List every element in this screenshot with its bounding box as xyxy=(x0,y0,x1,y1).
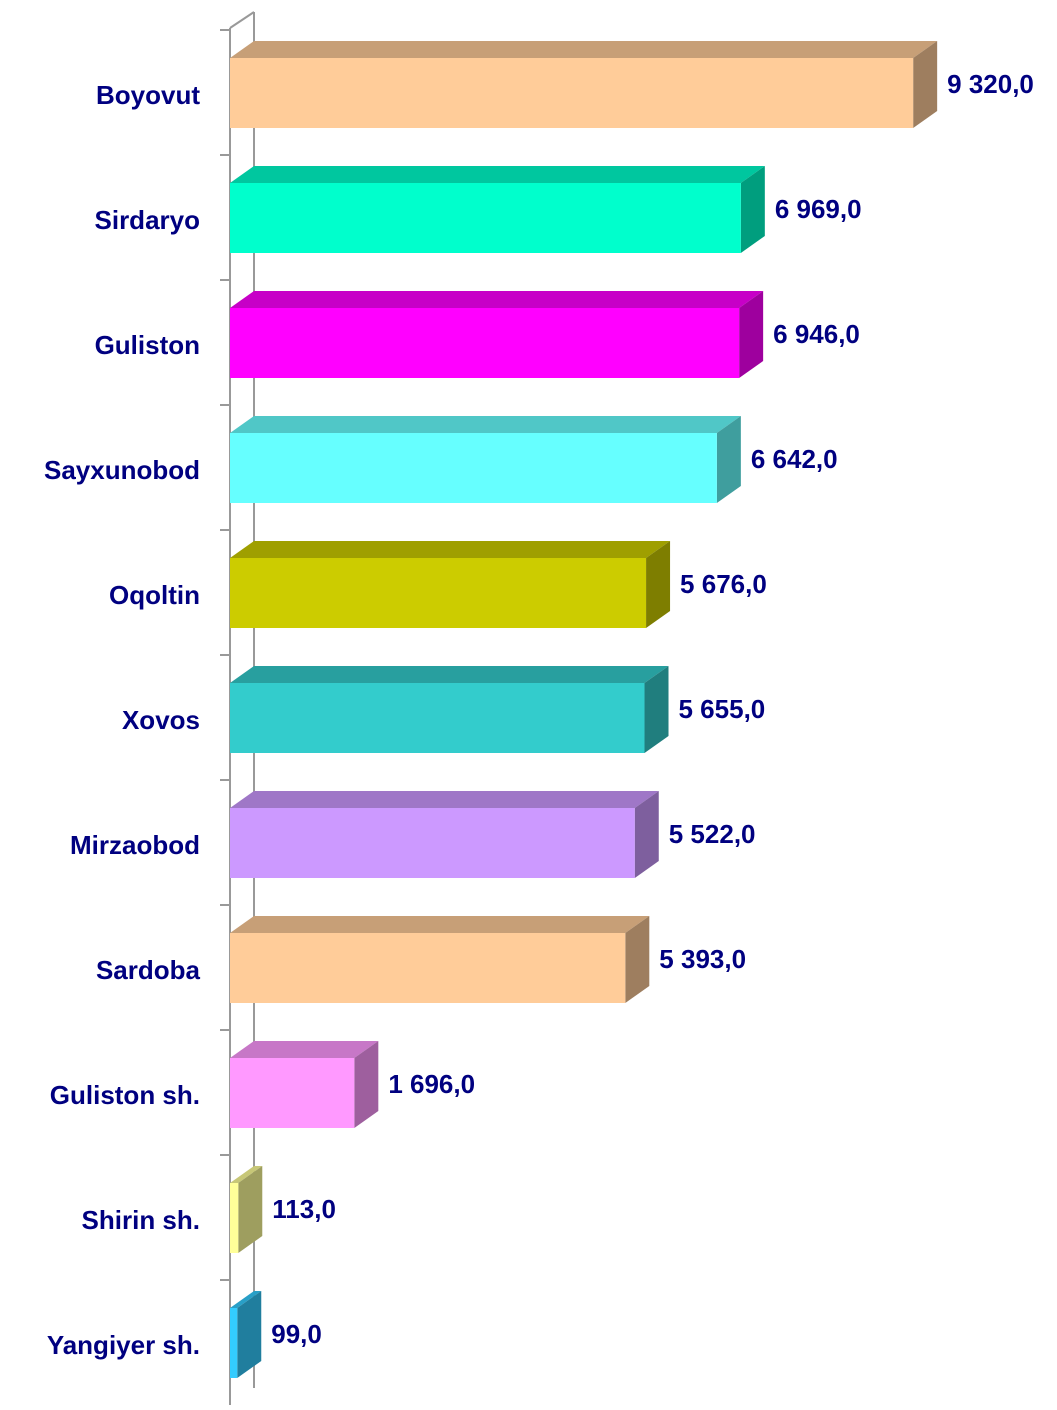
category-label: Guliston xyxy=(95,330,200,360)
bar-top xyxy=(230,1291,262,1308)
category-label: Xovos xyxy=(122,705,200,735)
value-label: 113,0 xyxy=(272,1194,336,1224)
bar xyxy=(230,558,647,628)
bar xyxy=(230,1058,355,1128)
value-label: 1 696,0 xyxy=(388,1069,475,1099)
bar-side xyxy=(644,666,669,753)
value-label: 5 676,0 xyxy=(680,569,767,599)
bar xyxy=(230,683,645,753)
category-label: Shirin sh. xyxy=(82,1205,200,1235)
bar xyxy=(230,433,717,503)
category-label: Mirzaobod xyxy=(70,830,200,860)
bar-side xyxy=(646,541,671,628)
category-label: Sirdaryo xyxy=(95,205,201,235)
value-label: 99,0 xyxy=(271,1319,322,1349)
category-label: Boyovut xyxy=(96,80,200,110)
category-label: Oqoltin xyxy=(109,580,200,610)
bar xyxy=(230,933,626,1003)
axis-top xyxy=(229,11,255,29)
bar-side xyxy=(238,1166,263,1253)
bar-top xyxy=(230,666,669,683)
bar-side xyxy=(740,166,765,253)
bar xyxy=(230,1308,238,1378)
bar-side xyxy=(237,1291,262,1378)
bar-top xyxy=(230,916,650,933)
bar-side xyxy=(739,291,764,378)
bar-side xyxy=(913,41,938,128)
value-label: 5 655,0 xyxy=(679,694,766,724)
category-label: Sayxunobod xyxy=(44,455,200,485)
bar-top xyxy=(230,1041,379,1058)
value-label: 6 642,0 xyxy=(751,444,838,474)
bar-top xyxy=(230,291,764,308)
bar-side xyxy=(625,916,650,1003)
bar xyxy=(230,308,740,378)
bar-top xyxy=(230,541,671,558)
category-label: Guliston sh. xyxy=(50,1080,200,1110)
bar-top xyxy=(230,416,741,433)
category-label: Sardoba xyxy=(96,955,201,985)
value-label: 6 969,0 xyxy=(775,194,862,224)
bar xyxy=(230,1183,239,1253)
bar xyxy=(230,183,741,253)
bar-top xyxy=(230,41,938,58)
bar-side xyxy=(716,416,741,503)
bar-side xyxy=(634,791,659,878)
category-label: Yangiyer sh. xyxy=(47,1330,200,1360)
value-label: 5 393,0 xyxy=(659,944,746,974)
bar-top xyxy=(230,1166,263,1183)
value-label: 9 320,0 xyxy=(947,69,1034,99)
value-label: 6 946,0 xyxy=(773,319,860,349)
bar xyxy=(230,808,635,878)
value-label: 5 522,0 xyxy=(669,819,756,849)
bar xyxy=(230,58,914,128)
bar-top xyxy=(230,166,765,183)
bar-side xyxy=(354,1041,379,1128)
bar-top xyxy=(230,791,659,808)
